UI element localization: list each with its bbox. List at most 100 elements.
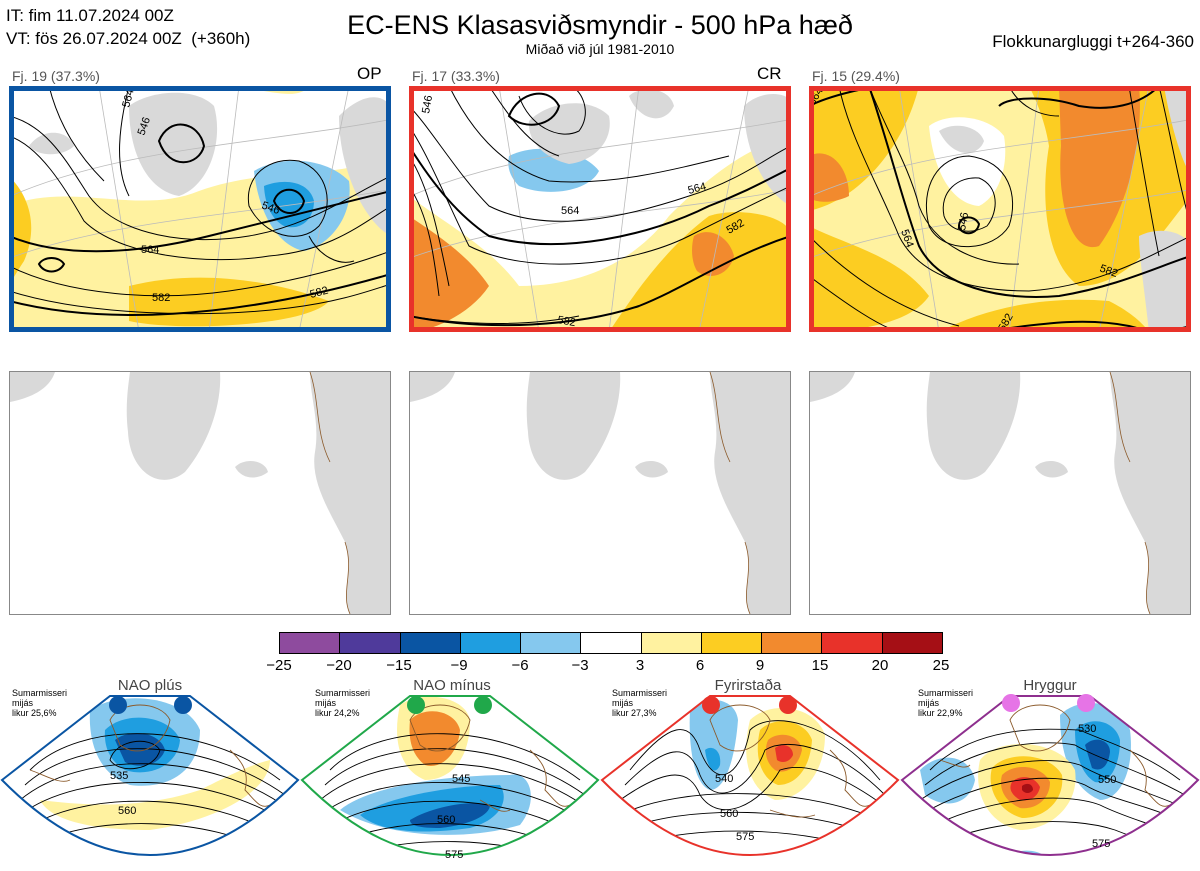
regime-mean: mijás <box>612 698 634 708</box>
regime-2-dot <box>474 696 492 714</box>
regime-mean: mijás <box>12 698 34 708</box>
regime-1-name: NAO plús <box>117 677 183 694</box>
regime-3-contour-label: 575 <box>736 831 754 843</box>
regime-4-dot <box>1002 694 1020 712</box>
regime-2-dot <box>407 696 425 714</box>
regime-3-stats: Sumarmisseri mijás likur 27,3% <box>612 688 667 718</box>
cluster-1-contour-label: 564 <box>120 88 136 109</box>
page-subtitle: Miðað við júl 1981-2010 <box>525 41 675 57</box>
base-map-3 <box>809 371 1191 615</box>
regime-2-contour-label: 575 <box>445 849 463 861</box>
regime-3-name: Fyrirstaða <box>714 677 782 694</box>
regime-season: Sumarmisseri <box>612 688 668 698</box>
regime-4-contour-label: 530 <box>1078 723 1096 735</box>
regime-1-contour-label: 535 <box>110 770 128 782</box>
colorbar-tick-label: 25 <box>932 657 950 674</box>
colorbar-tick-label: 6 <box>695 657 705 674</box>
regime-3-frame <box>600 695 900 856</box>
cluster-2-frame <box>409 86 791 332</box>
cluster-2-contour-label: 582 <box>556 314 576 329</box>
colorbar-swatch <box>882 633 942 653</box>
colorbar-swatch <box>701 633 763 653</box>
regime-1-frame <box>0 695 300 856</box>
colorbar-swatch <box>521 633 582 653</box>
colorbar-tick-label: −9 <box>450 657 468 674</box>
cluster-1-frame <box>9 86 391 332</box>
page-title: EC-ENS Klasasviðsmyndir - 500 hPa hæð <box>347 10 853 40</box>
colorbar-tick-label: −3 <box>571 657 589 674</box>
regime-1-map: 535 560 <box>0 695 300 856</box>
regime-4-stats: Sumarmisseri mijás likur 22,9% <box>918 688 973 718</box>
cluster-3-label: Fj. 15 (29.4%) <box>812 68 900 84</box>
colorbar-tick-label: −20 <box>326 657 352 674</box>
colorbar-swatch <box>762 633 823 653</box>
colorbar <box>279 632 943 654</box>
colorbar-swatch <box>460 633 522 653</box>
regime-4-name: Hryggur <box>1023 677 1077 694</box>
cluster-1-tag: OP <box>357 64 382 83</box>
regime-3-dot <box>779 696 797 714</box>
cluster-1-map: 546 564 582 564 546 582 <box>9 86 391 332</box>
regime-season: Sumarmisseri <box>918 688 974 698</box>
regime-1-contour-label: 560 <box>118 805 136 817</box>
colorbar-swatch <box>400 633 461 653</box>
regime-season: Sumarmisseri <box>12 688 68 698</box>
colorbar-tick-label: 20 <box>871 657 889 674</box>
colorbar-swatch <box>822 633 883 653</box>
regime-probability: likur 22,9% <box>918 708 963 718</box>
cluster-1-contour-label: 546 <box>136 116 154 137</box>
regime-4-frame <box>900 695 1200 856</box>
valid-time: VT: fös 26.07.2024 00Z (+360h) <box>6 29 251 48</box>
colorbar-tick-label: −6 <box>511 657 529 674</box>
clustering-window: Flokkunargluggi t+264-360 <box>992 32 1194 51</box>
regime-1-dot <box>109 696 127 714</box>
header-run-info: IT: fim 11.07.2024 00Z VT: fös 26.07.2024… <box>6 4 250 50</box>
colorbar-swatch <box>581 633 642 653</box>
colorbar-tick-label: 15 <box>811 657 829 674</box>
cluster-2-tag: CR <box>757 64 782 83</box>
regime-4-map: 530 550 575 <box>900 694 1200 856</box>
regime-2-stats: Sumarmisseri mijás likur 24,2% <box>315 688 370 718</box>
colorbar-swatch <box>340 633 401 653</box>
colorbar-tick-label: −15 <box>386 657 412 674</box>
regime-2-contour-label: 560 <box>437 814 455 826</box>
regime-3-contour-label: 540 <box>715 773 733 785</box>
init-time: IT: fim 11.07.2024 00Z <box>6 6 174 25</box>
regime-season: Sumarmisseri <box>315 688 371 698</box>
regime-4-contour-label: 575 <box>1092 838 1110 850</box>
regime-mean: mijás <box>315 698 337 708</box>
colorbar-tick-label: 9 <box>755 657 765 674</box>
base-map-1 <box>9 371 391 615</box>
cluster-2-contour-label: 564 <box>561 205 579 217</box>
regime-1-dot <box>174 696 192 714</box>
colorbar-tick-label: 3 <box>635 657 645 674</box>
cluster-3-contour-label: 564 <box>898 228 916 249</box>
base-map-2 <box>409 371 791 615</box>
colorbar-swatch <box>280 633 341 653</box>
cluster-1-contour-label: 546 <box>260 200 281 218</box>
regime-probability: likur 24,2% <box>315 708 360 718</box>
cluster-2-contour-label: 564 <box>687 181 708 197</box>
regime-3-dot <box>702 696 720 714</box>
cluster-1-label: Fj. 19 (37.3%) <box>12 68 100 84</box>
cluster-2-map: 564 582 582 564 546 <box>409 86 791 332</box>
cluster-1-contour-label: 564 <box>141 244 159 256</box>
regime-4-contour-label: 550 <box>1098 774 1116 786</box>
cluster-2-contour-label: 546 <box>420 94 435 114</box>
colorbar-swatch <box>641 633 702 653</box>
regime-3-map: 540 560 575 <box>600 695 900 856</box>
regime-mean: mijás <box>918 698 940 708</box>
regime-4-dot <box>1077 694 1095 712</box>
regime-2-contour-label: 545 <box>452 773 470 785</box>
cluster-3-contour-label: 546 <box>956 211 971 231</box>
regime-probability: likur 27,3% <box>612 708 657 718</box>
cluster-3-contour-label: 582 <box>1098 263 1119 281</box>
colorbar-tick-label: −25 <box>266 657 292 674</box>
cluster-1-contour-label: 582 <box>309 285 330 301</box>
cluster-3-frame <box>809 86 1191 332</box>
regime-probability: likur 25,6% <box>12 708 57 718</box>
cluster-2-label: Fj. 17 (33.3%) <box>412 68 500 84</box>
cluster-1-contour-label: 582 <box>152 292 170 304</box>
regime-2-map: 545 560 575 <box>300 695 600 861</box>
regime-3-contour-label: 560 <box>720 808 738 820</box>
